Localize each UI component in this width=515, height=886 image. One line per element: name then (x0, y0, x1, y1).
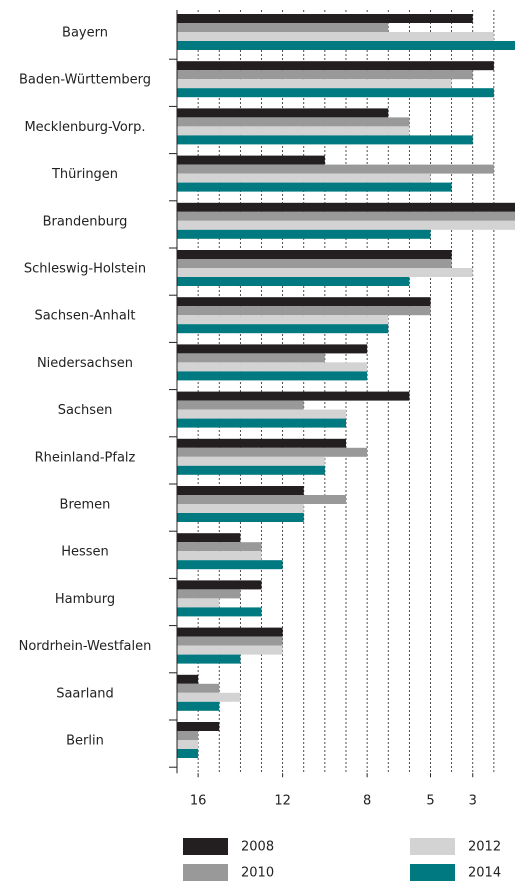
y-tick-label: Niedersachsen (37, 356, 133, 371)
bar (177, 636, 283, 646)
y-tick-label: Sachsen (58, 403, 113, 418)
bar (177, 589, 241, 599)
y-tick-label: Mecklenburg-Vorp. (24, 120, 145, 135)
legend-label: 2010 (241, 866, 274, 881)
bar (177, 551, 262, 561)
bar (177, 456, 325, 466)
bar (177, 135, 473, 145)
y-tick-label: Hamburg (55, 592, 115, 607)
legend-swatch (183, 838, 228, 855)
bar (177, 542, 262, 552)
bar (177, 41, 515, 50)
bar (177, 683, 220, 693)
legend-swatch (410, 864, 455, 881)
bar (177, 722, 220, 731)
bar (177, 250, 452, 259)
y-tick-label: Thüringen (51, 167, 118, 182)
bar (177, 32, 494, 41)
bar (177, 740, 199, 749)
bar (177, 164, 494, 174)
y-tick-label: Brandenburg (43, 214, 128, 229)
bar (177, 533, 241, 543)
bar (177, 344, 368, 354)
y-tick-label: Nordrhein-Westfalen (19, 639, 152, 654)
bar (177, 692, 241, 702)
y-tick-label: Berlin (66, 734, 104, 749)
bar (177, 220, 515, 230)
bar (177, 362, 368, 372)
bar (177, 731, 199, 740)
y-tick-label: Rheinland-Pfalz (35, 450, 136, 465)
bar (177, 23, 389, 32)
legend-label: 2008 (241, 840, 274, 855)
bar (177, 749, 199, 758)
bar (177, 438, 346, 448)
bar (177, 645, 283, 655)
bar (177, 580, 262, 590)
bar (177, 61, 494, 71)
bar (177, 486, 304, 495)
bar (177, 297, 431, 307)
bar (177, 607, 262, 617)
bar (177, 211, 515, 221)
bar (177, 400, 304, 410)
legend-label: 2012 (468, 840, 501, 855)
bar (177, 447, 368, 457)
x-tick-label: 12 (274, 794, 291, 809)
bar (177, 173, 431, 183)
y-tick-label: Bremen (60, 498, 111, 513)
bar (177, 353, 325, 363)
bar (177, 465, 325, 475)
bar (177, 371, 368, 381)
bar (177, 155, 325, 165)
bar (177, 324, 389, 334)
bar (177, 513, 304, 522)
bar (177, 126, 410, 136)
bar (177, 701, 220, 711)
x-tick-label: 16 (190, 794, 207, 809)
x-tick-label: 5 (426, 794, 434, 809)
bar (177, 409, 346, 419)
y-tick-label: Saarland (56, 686, 114, 701)
bar (177, 674, 199, 684)
bar (177, 495, 346, 504)
y-tick-label: Baden-Württemberg (19, 73, 151, 88)
bar (177, 598, 220, 608)
bar (177, 306, 431, 316)
bar (177, 182, 452, 192)
bar (177, 88, 494, 98)
bar (177, 268, 473, 277)
bar (177, 259, 452, 268)
bar (177, 504, 304, 513)
bar (177, 14, 473, 23)
bar (177, 627, 283, 637)
bar (177, 277, 410, 286)
bar (177, 79, 452, 89)
legend-label: 2014 (468, 866, 501, 881)
bar (177, 654, 241, 664)
bar (177, 418, 346, 428)
bar (177, 202, 515, 212)
y-tick-label: Sachsen-Anhalt (34, 309, 135, 324)
y-tick-label: Bayern (62, 26, 108, 41)
legend-swatch (183, 864, 228, 881)
bar (177, 391, 410, 401)
y-tick-label: Hessen (61, 545, 109, 560)
bar (177, 229, 431, 239)
x-tick-label: 8 (363, 794, 371, 809)
bar (177, 70, 473, 80)
legend-swatch (410, 838, 455, 855)
bar (177, 108, 389, 118)
bar (177, 315, 389, 325)
bar (177, 560, 283, 570)
bar (177, 117, 410, 127)
y-tick-label: Schleswig-Holstein (24, 262, 146, 277)
x-tick-label: 3 (469, 794, 477, 809)
